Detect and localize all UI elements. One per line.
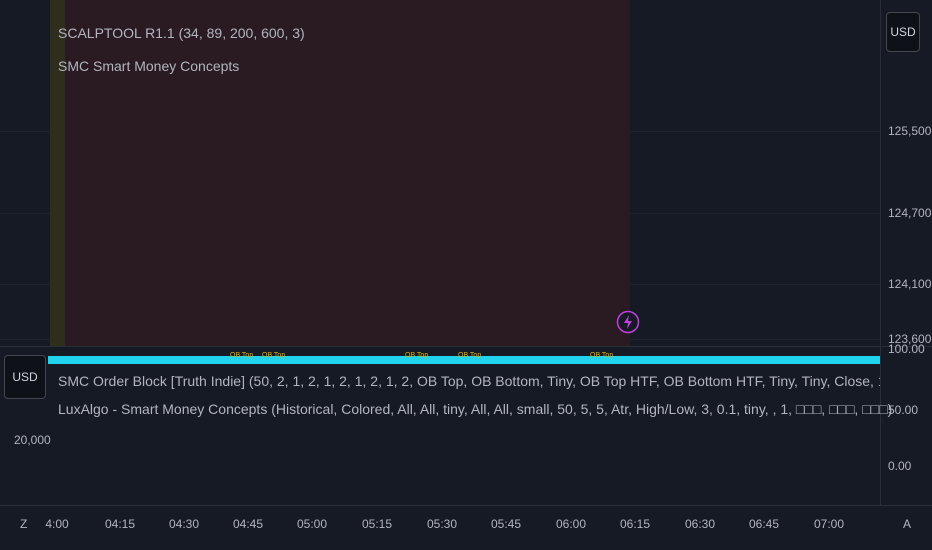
- ob-label: OB Top: [405, 352, 429, 359]
- axis-button[interactable]: A: [903, 517, 912, 531]
- time-label: 05:45: [490, 517, 522, 531]
- indicator-legend: SCALPTOOL R1.1 (34, 89, 200, 600, 3): [58, 25, 305, 41]
- time-label: 04:15: [104, 517, 136, 531]
- axis-button[interactable]: Z: [20, 517, 28, 531]
- time-axis-divider: [0, 505, 932, 506]
- time-label: 4:00: [45, 517, 69, 531]
- price-label: 124,100: [888, 277, 932, 291]
- scale-label: 100.00: [888, 342, 925, 356]
- ob-label: OB Top: [262, 352, 286, 359]
- time-label: 06:00: [555, 517, 587, 531]
- time-label: 04:30: [168, 517, 200, 531]
- volume-label: 20,000: [14, 433, 51, 447]
- currency-button[interactable]: USD: [4, 355, 46, 399]
- time-label: 05:30: [426, 517, 458, 531]
- olive-strip: [50, 0, 65, 346]
- indicator-legend: SMC Smart Money Concepts: [58, 58, 240, 74]
- price-axis-divider: [880, 0, 881, 505]
- ob-label: OB Top: [590, 352, 614, 359]
- indicator-legend: SMC Order Block [Truth Indie] (50, 2, 1,…: [58, 373, 880, 389]
- time-label: 06:45: [748, 517, 780, 531]
- price-label: 125,500: [888, 124, 932, 138]
- time-label: 06:15: [619, 517, 651, 531]
- price-label: 124,700: [888, 206, 932, 220]
- indicator-legend: LuxAlgo - Smart Money Concepts (Historic…: [58, 401, 893, 417]
- pane-divider: [0, 346, 932, 347]
- cyan-bar: [48, 356, 880, 364]
- price-label: 123,600: [888, 332, 932, 346]
- scale-label: 50.00: [888, 403, 919, 417]
- time-label: 05:00: [296, 517, 328, 531]
- currency-button[interactable]: USD: [886, 12, 920, 52]
- scale-label: 0.00: [888, 459, 912, 473]
- time-label: 07:00: [813, 517, 845, 531]
- ob-label: OB Top: [230, 352, 254, 359]
- lightning-icon[interactable]: [616, 310, 640, 334]
- time-label: 04:45: [232, 517, 264, 531]
- ob-label: OB Top: [458, 352, 482, 359]
- time-label: 06:30: [684, 517, 716, 531]
- red-zone: [50, 0, 630, 346]
- time-label: 05:15: [361, 517, 393, 531]
